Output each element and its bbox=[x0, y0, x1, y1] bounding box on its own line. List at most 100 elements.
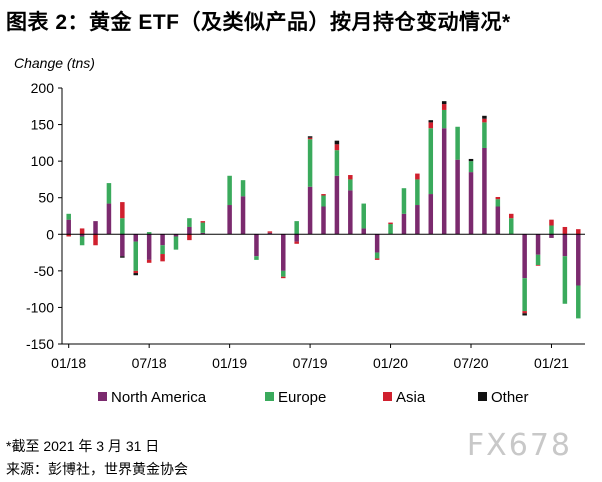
bar-other bbox=[468, 158, 474, 162]
bar-north-america bbox=[522, 234, 527, 279]
bar-other bbox=[133, 273, 139, 276]
bar-north-america bbox=[428, 194, 434, 235]
bar-asia bbox=[79, 228, 85, 235]
bar-other bbox=[441, 101, 447, 105]
bar-asia bbox=[334, 144, 340, 151]
bar-asia bbox=[133, 270, 139, 274]
bar-north-america bbox=[254, 234, 259, 257]
bar-other bbox=[522, 313, 527, 316]
source-note: 来源：彭博社，世界黄金协会 bbox=[6, 461, 188, 477]
y-tick-label: 100 bbox=[31, 153, 55, 169]
bar-north-america bbox=[441, 128, 447, 235]
bar-europe bbox=[361, 203, 366, 229]
bar-europe bbox=[146, 232, 152, 235]
bar-north-america bbox=[267, 232, 273, 235]
legend-swatch bbox=[98, 392, 107, 401]
bar-north-america bbox=[173, 234, 179, 237]
bar-north-america bbox=[361, 228, 366, 235]
bar-north-america bbox=[549, 234, 554, 238]
bar-north-america bbox=[535, 234, 541, 255]
bar-asia bbox=[321, 194, 326, 196]
bar-north-america bbox=[495, 206, 501, 235]
bar-europe bbox=[106, 183, 112, 204]
bar-north-america bbox=[200, 232, 206, 235]
bar-europe bbox=[549, 225, 554, 235]
y-tick-label: 50 bbox=[38, 190, 54, 206]
y-tick-label: -100 bbox=[26, 299, 54, 315]
bar-north-america bbox=[294, 234, 299, 242]
bar-north-america bbox=[281, 234, 286, 271]
bar-asia bbox=[294, 241, 299, 244]
bar-europe bbox=[482, 122, 487, 148]
y-axis-label: Change (tns) bbox=[14, 55, 95, 71]
x-tick-label: 01/18 bbox=[51, 355, 86, 371]
bar-north-america bbox=[66, 219, 71, 235]
bar-asia bbox=[160, 254, 165, 262]
bar-north-america bbox=[468, 172, 474, 235]
x-tick-label: 01/19 bbox=[212, 355, 247, 371]
bar-asia bbox=[93, 234, 98, 246]
bar-asia bbox=[267, 231, 273, 233]
bar-north-america bbox=[321, 206, 326, 235]
x-tick-label: 07/18 bbox=[132, 355, 167, 371]
bar-europe bbox=[79, 236, 85, 246]
bar-north-america bbox=[106, 203, 112, 235]
bar-north-america bbox=[307, 186, 313, 235]
bar-asia bbox=[200, 221, 206, 223]
bar-north-america bbox=[401, 213, 407, 235]
bar-asia bbox=[307, 137, 313, 140]
legend-swatch bbox=[265, 392, 274, 401]
bar-north-america bbox=[79, 234, 85, 237]
y-tick-label: -50 bbox=[34, 263, 54, 279]
x-tick-label: 07/19 bbox=[293, 355, 328, 371]
bar-north-america bbox=[160, 234, 165, 246]
bar-other bbox=[307, 136, 313, 138]
bar-europe bbox=[441, 109, 447, 129]
bar-europe bbox=[254, 256, 259, 260]
bar-north-america bbox=[455, 159, 460, 235]
bar-europe bbox=[576, 285, 581, 319]
legend-label: Asia bbox=[396, 389, 426, 406]
bar-asia bbox=[348, 175, 353, 180]
bar-asia bbox=[441, 104, 447, 110]
bar-europe bbox=[468, 161, 474, 173]
bar-europe bbox=[307, 139, 313, 187]
bar-north-america bbox=[562, 234, 568, 257]
bar-europe bbox=[66, 213, 71, 220]
bar-north-america bbox=[146, 234, 152, 260]
y-tick-label: 0 bbox=[46, 226, 54, 242]
bar-europe bbox=[133, 241, 139, 271]
bar-asia bbox=[120, 202, 125, 219]
bar-asia bbox=[428, 122, 434, 129]
y-tick-label: 150 bbox=[31, 117, 55, 133]
bar-asia bbox=[187, 234, 192, 241]
bar-europe bbox=[334, 150, 340, 176]
bar-europe bbox=[120, 218, 125, 235]
bar-asia bbox=[522, 311, 527, 314]
bar-asia bbox=[388, 222, 393, 225]
bar-asia bbox=[508, 213, 514, 219]
bar-north-america bbox=[93, 221, 98, 235]
bar-other bbox=[482, 115, 487, 119]
bar-north-america bbox=[348, 190, 353, 235]
bar-europe bbox=[522, 278, 527, 312]
bar-europe bbox=[321, 195, 326, 207]
bar-north-america bbox=[576, 234, 581, 286]
bar-asia bbox=[66, 234, 71, 237]
bar-europe bbox=[508, 218, 514, 235]
bar-asia bbox=[535, 265, 541, 266]
bar-other bbox=[428, 120, 434, 123]
bar-north-america bbox=[133, 234, 139, 242]
bar-europe bbox=[388, 224, 393, 235]
bar-other bbox=[120, 256, 125, 258]
bar-north-america bbox=[482, 147, 487, 235]
bar-europe bbox=[455, 126, 460, 160]
bar-europe bbox=[428, 128, 434, 195]
bar-other bbox=[334, 140, 340, 145]
watermark: FX678 bbox=[466, 428, 572, 463]
legend-swatch bbox=[478, 392, 487, 401]
bar-europe bbox=[227, 175, 232, 206]
bar-north-america bbox=[240, 196, 246, 235]
y-tick-label: -150 bbox=[26, 336, 54, 352]
bar-asia bbox=[415, 173, 420, 180]
